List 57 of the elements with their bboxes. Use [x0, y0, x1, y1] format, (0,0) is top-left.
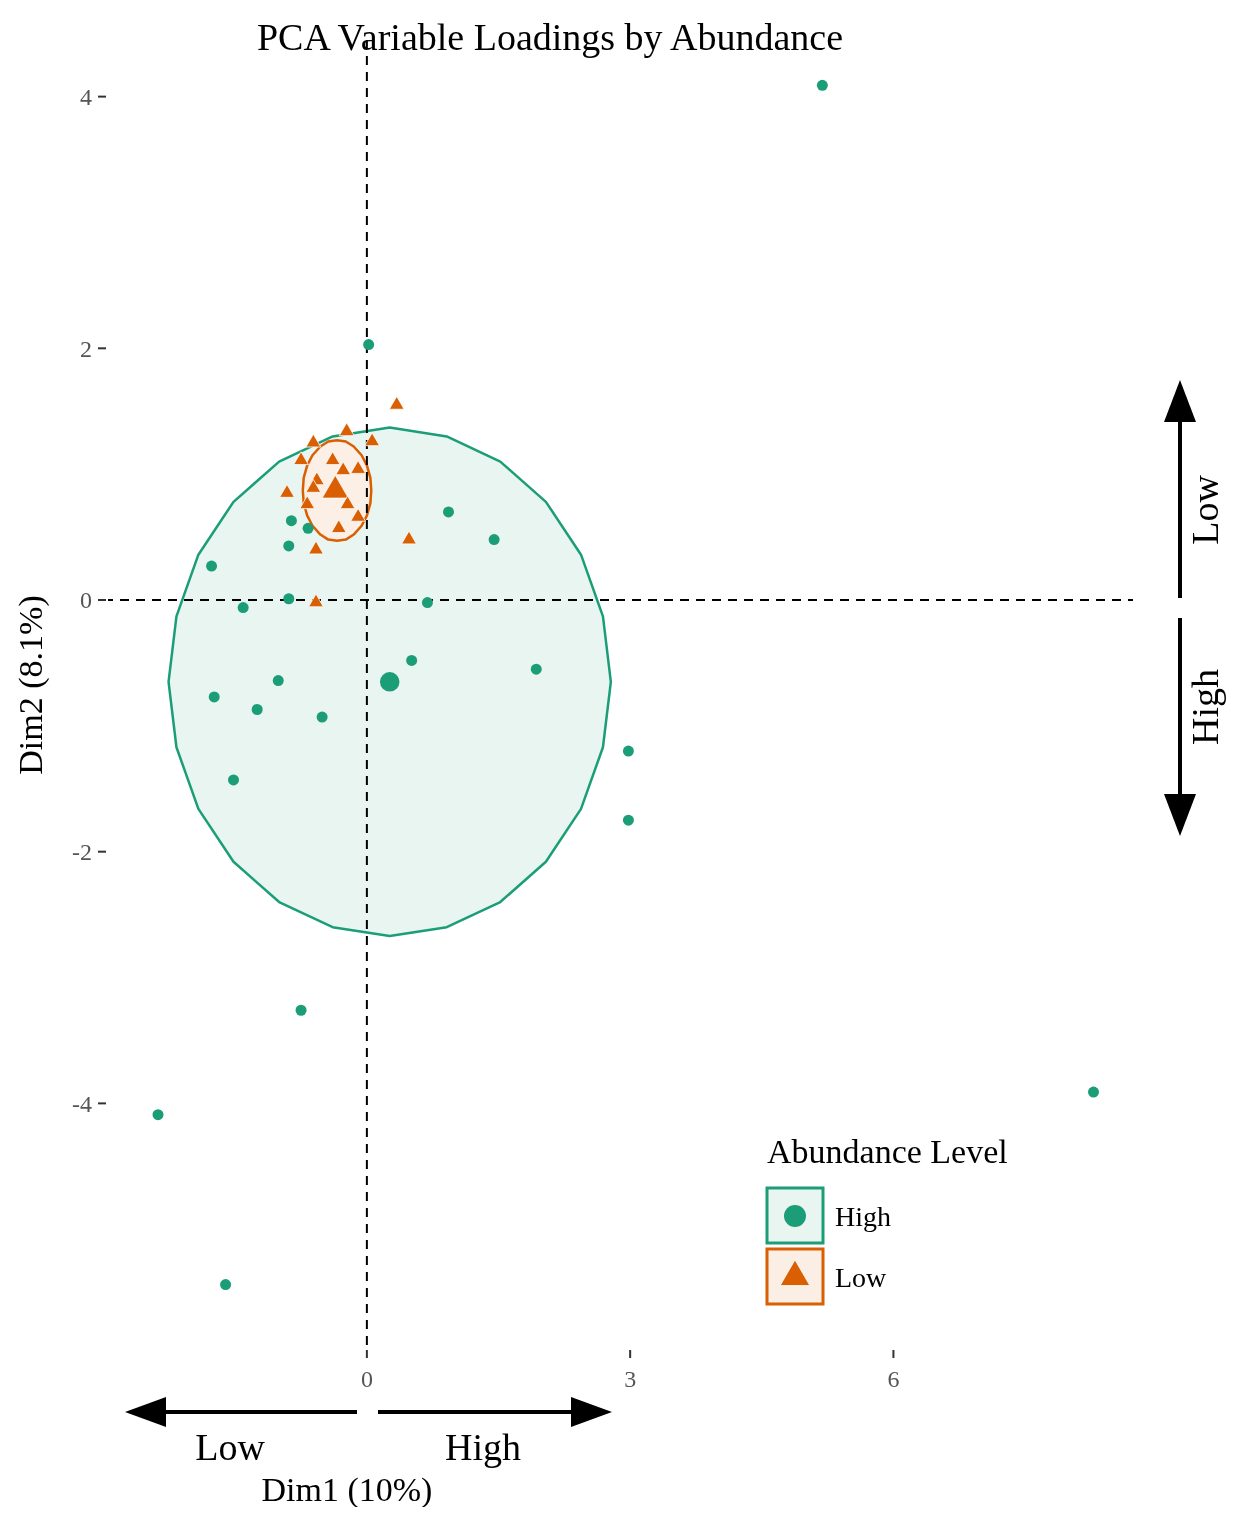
y-tick-label: 0 — [80, 587, 92, 614]
legend-label: High — [835, 1200, 891, 1232]
point — [421, 597, 433, 609]
text: Low — [195, 1426, 266, 1468]
legend-label: Low — [835, 1261, 888, 1293]
point — [388, 396, 405, 410]
point — [206, 560, 218, 572]
point — [285, 515, 297, 527]
point — [227, 774, 239, 786]
y-tick-label: -2 — [72, 839, 92, 866]
point — [302, 522, 314, 534]
point — [488, 534, 500, 546]
point — [283, 593, 295, 605]
point — [335, 461, 351, 476]
point — [237, 602, 249, 614]
point — [305, 479, 322, 493]
point — [324, 451, 341, 465]
point — [1088, 1086, 1100, 1098]
legend-title: Abundance Level — [767, 1133, 1008, 1170]
point — [295, 1004, 307, 1016]
point — [272, 675, 284, 687]
point — [283, 540, 295, 552]
y-axis-title: Dim2 (8.1%) — [12, 595, 50, 775]
point — [305, 433, 322, 448]
x-tick-label: 0 — [360, 1366, 373, 1392]
y-tick-label: -4 — [72, 1090, 92, 1117]
point — [350, 508, 366, 522]
point — [279, 484, 295, 498]
x-tick-label: 6 — [887, 1366, 900, 1392]
point — [299, 495, 316, 510]
point — [338, 422, 355, 437]
point — [251, 703, 263, 715]
text: High — [445, 1426, 521, 1468]
text: Low — [1184, 474, 1226, 545]
point — [530, 663, 542, 675]
chart-title: PCA Variable Loadings by Abundance — [256, 16, 844, 58]
point — [330, 519, 347, 533]
point — [208, 691, 220, 703]
x-tick-label: 3 — [624, 1366, 637, 1392]
point — [350, 460, 366, 474]
point — [443, 506, 454, 518]
point — [622, 814, 634, 826]
point — [316, 711, 328, 723]
point — [364, 432, 380, 447]
point — [379, 672, 400, 692]
point — [401, 530, 417, 545]
point — [220, 1279, 232, 1291]
point — [293, 451, 309, 465]
point — [308, 593, 324, 608]
point — [339, 495, 356, 510]
point — [622, 745, 634, 757]
y-tick-label: 4 — [80, 84, 92, 111]
point — [152, 1109, 164, 1121]
point — [308, 540, 324, 555]
text: High — [1184, 669, 1226, 745]
point — [406, 654, 418, 666]
y-tick-label: 2 — [80, 335, 92, 362]
